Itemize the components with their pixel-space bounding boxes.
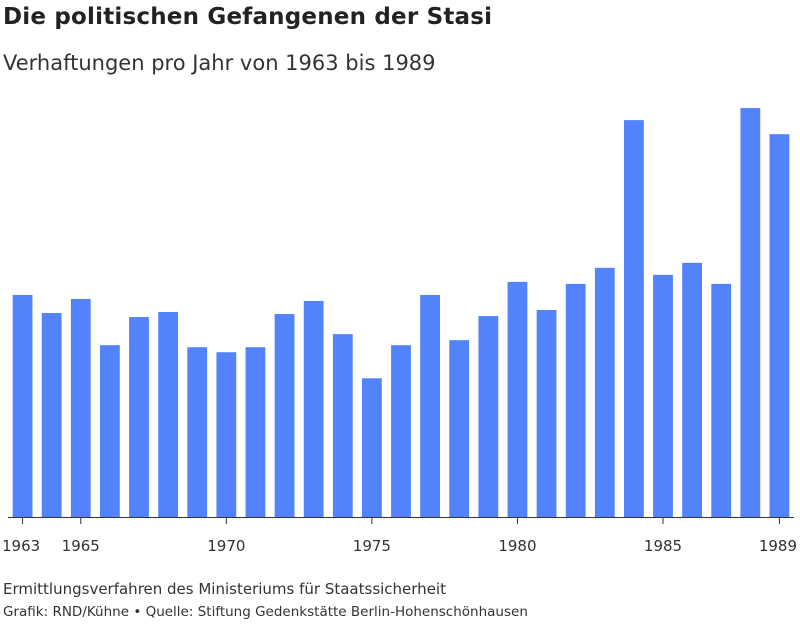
bar-1974 — [332, 334, 353, 517]
bar-1987 — [711, 283, 732, 517]
x-tick-label-1963: 1963 — [2, 537, 40, 555]
chart-note: Ermittlungsverfahren des Ministeriums fü… — [3, 580, 446, 598]
bar-1977 — [420, 294, 441, 517]
bar-1966 — [99, 345, 120, 517]
x-tick-label-1989: 1989 — [759, 537, 797, 555]
bar-1967 — [129, 317, 149, 517]
bar-1975 — [361, 378, 382, 517]
bar-1968 — [158, 312, 179, 517]
chart-title: Die politischen Gefangenen der Stasi — [3, 4, 493, 30]
x-tick-label-1980: 1980 — [498, 537, 536, 555]
x-tick-label-1985: 1985 — [644, 537, 682, 555]
bar-1982 — [565, 283, 586, 517]
bar-1979 — [478, 316, 499, 517]
bar-1971 — [245, 347, 266, 517]
chart-source: Grafik: RND/Kühne • Quelle: Stiftung Ged… — [3, 604, 528, 620]
chart-subtitle: Verhaftungen pro Jahr von 1963 bis 1989 — [3, 51, 436, 75]
bar-1978 — [449, 340, 470, 517]
bar-1965 — [70, 298, 91, 517]
bar-1964 — [41, 313, 62, 517]
bar-1973 — [303, 300, 324, 517]
bar-1970 — [216, 352, 237, 517]
bar-1985 — [653, 274, 673, 517]
bar-1972 — [274, 314, 295, 517]
bar-1984 — [623, 120, 644, 518]
bar-1963 — [12, 294, 33, 517]
x-tick-label-1970: 1970 — [207, 537, 245, 555]
bar-1989 — [769, 134, 790, 517]
bar-1983 — [594, 267, 615, 517]
bar-1976 — [391, 345, 411, 517]
bar-1980 — [507, 281, 528, 517]
bar-1969 — [187, 347, 208, 517]
bar-1981 — [536, 310, 557, 517]
x-tick-label-1975: 1975 — [353, 537, 391, 555]
bar-1988 — [740, 108, 761, 517]
x-tick-label-1965: 1965 — [62, 537, 100, 555]
bar-1986 — [682, 262, 703, 517]
